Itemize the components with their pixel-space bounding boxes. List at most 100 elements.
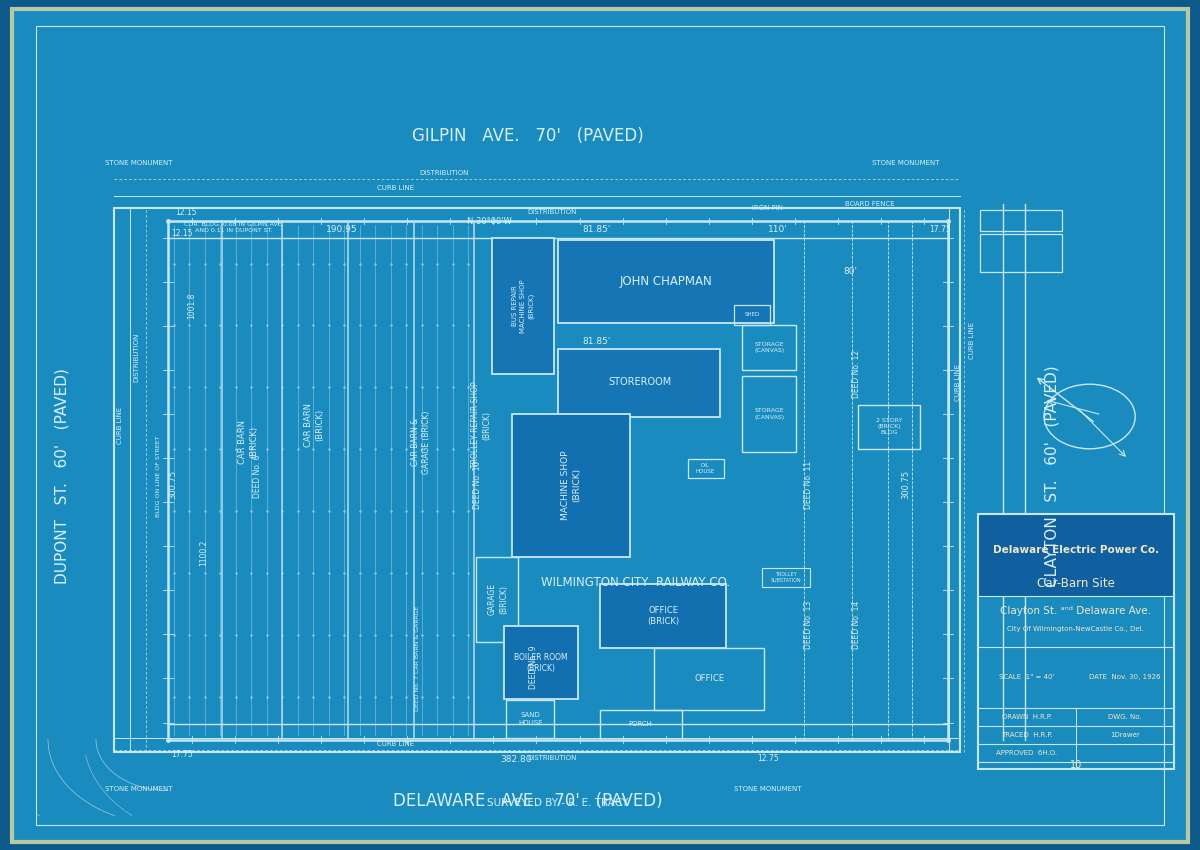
Text: STONE MONUMENT: STONE MONUMENT — [872, 160, 940, 167]
Bar — [558, 348, 720, 416]
Text: 1Drawer: 1Drawer — [1110, 732, 1140, 738]
Text: WILMINGTON CITY  RAILWAY CO.: WILMINGTON CITY RAILWAY CO. — [541, 575, 731, 589]
Text: City Of Wilmington-NewCastle Co., Del.: City Of Wilmington-NewCastle Co., Del. — [1007, 626, 1145, 632]
Text: DISTRIBUTION: DISTRIBUTION — [527, 209, 577, 216]
Bar — [980, 234, 1062, 272]
Text: Clayton St. ᵃⁿᵈ Delaware Ave.: Clayton St. ᵃⁿᵈ Delaware Ave. — [1001, 606, 1151, 616]
Text: COR. BLDG. 0.08 IN GILPIN AVE.
AND 0.11 IN DUPONT ST.: COR. BLDG. 0.08 IN GILPIN AVE. AND 0.11 … — [184, 222, 284, 234]
Text: TRACED  H.R.P.: TRACED H.R.P. — [1001, 732, 1052, 738]
Text: BUS REPAIR
MACHINE SHOP
(BRICK): BUS REPAIR MACHINE SHOP (BRICK) — [512, 279, 534, 333]
Bar — [506, 700, 554, 738]
Text: CAR BARN
(BRICK): CAR BARN (BRICK) — [239, 420, 258, 464]
Text: DATE  Nov. 30, 1926: DATE Nov. 30, 1926 — [1088, 674, 1160, 681]
Text: IRON PIN: IRON PIN — [752, 205, 784, 212]
Bar — [114, 208, 960, 752]
Text: DEED No. 6: DEED No. 6 — [253, 454, 263, 498]
Text: 382.80: 382.80 — [500, 755, 532, 763]
Bar — [476, 557, 518, 642]
Text: DISTRIBUTION: DISTRIBUTION — [419, 169, 469, 176]
Text: OFFICE
(BRICK): OFFICE (BRICK) — [648, 606, 679, 626]
Text: STORAGE
(CANVAS): STORAGE (CANVAS) — [754, 408, 785, 420]
Text: APPROVED  6H.O.: APPROVED 6H.O. — [996, 750, 1057, 756]
Text: DELAWARE   AVE.   70'   (PAVED): DELAWARE AVE. 70' (PAVED) — [394, 791, 662, 810]
Bar — [742, 325, 796, 370]
Text: TROLLEY
SUBSTATION: TROLLEY SUBSTATION — [770, 571, 802, 583]
Text: 190.95: 190.95 — [326, 225, 358, 234]
Text: DISTRIBUTION: DISTRIBUTION — [134, 332, 140, 382]
Bar — [492, 238, 554, 374]
Text: 12.15: 12.15 — [175, 208, 197, 217]
Text: CURB LINE: CURB LINE — [118, 406, 124, 444]
Text: DEED No. 10: DEED No. 10 — [473, 461, 482, 508]
Text: CAR BARN
(BRICK): CAR BARN (BRICK) — [305, 403, 324, 447]
Bar — [600, 710, 682, 740]
Text: 12.75: 12.75 — [757, 754, 779, 762]
Text: SCALE  1" = 40': SCALE 1" = 40' — [1000, 674, 1055, 681]
Text: DEED No. 7 CAR BARN & GARAGE: DEED No. 7 CAR BARN & GARAGE — [415, 606, 420, 711]
Text: STORAGE
(CANVAS): STORAGE (CANVAS) — [754, 342, 785, 354]
Text: DEED No. 14: DEED No. 14 — [852, 601, 862, 649]
Bar — [504, 626, 578, 699]
Text: TROLLEY REPAIR SHOP
(BRICK): TROLLEY REPAIR SHOP (BRICK) — [472, 382, 491, 468]
Text: DUPONT   ST.   60'   (PAVED): DUPONT ST. 60' (PAVED) — [55, 368, 70, 584]
Text: STONE MONUMENT: STONE MONUMENT — [106, 785, 173, 792]
Text: DEED No. 11: DEED No. 11 — [804, 461, 814, 508]
Text: CURB LINE: CURB LINE — [955, 364, 961, 401]
Bar — [734, 305, 770, 325]
Bar — [978, 514, 1174, 769]
Bar — [980, 210, 1062, 231]
Text: 80': 80' — [844, 268, 858, 276]
Text: 81.85': 81.85' — [582, 225, 611, 234]
Bar — [688, 459, 724, 478]
Text: DRAWN  H.R.P.: DRAWN H.R.P. — [1002, 714, 1052, 720]
Text: 17.75: 17.75 — [172, 751, 193, 759]
Text: 110': 110' — [768, 225, 787, 234]
Text: GARAGE
(BRICK): GARAGE (BRICK) — [488, 583, 508, 615]
Bar — [762, 568, 810, 586]
Text: BOARD FENCE: BOARD FENCE — [845, 201, 895, 207]
Text: STONE MONUMENT: STONE MONUMENT — [106, 160, 173, 167]
Bar — [558, 240, 774, 323]
Text: N 30°00'W: N 30°00'W — [467, 217, 512, 225]
Text: PORCH: PORCH — [629, 721, 653, 728]
Text: CAR BARN &
GARAGE (BRICK): CAR BARN & GARAGE (BRICK) — [412, 411, 431, 473]
Text: Car-Barn Site: Car-Barn Site — [1037, 576, 1115, 590]
Text: DISTRIBUTION: DISTRIBUTION — [527, 755, 577, 762]
Bar — [742, 376, 796, 452]
Text: JOHN CHAPMAN: JOHN CHAPMAN — [619, 275, 713, 288]
Text: Delaware Electric Power Co.: Delaware Electric Power Co. — [992, 545, 1159, 555]
Text: SURVEYED BY - R. E. TRACY: SURVEYED BY - R. E. TRACY — [487, 798, 629, 808]
Text: DEED No. 12: DEED No. 12 — [852, 350, 862, 398]
Bar — [512, 414, 630, 557]
Text: 81.85': 81.85' — [582, 337, 611, 346]
Text: OIL
HOUSE: OIL HOUSE — [696, 462, 715, 474]
Text: CURB LINE: CURB LINE — [378, 184, 414, 191]
Text: BLDG ON LINE OF STREET: BLDG ON LINE OF STREET — [156, 435, 161, 517]
Text: DWG. No.: DWG. No. — [1108, 714, 1141, 720]
Text: CLAYTON   ST.   60'   (PAVED): CLAYTON ST. 60' (PAVED) — [1045, 366, 1060, 586]
Text: 300.75: 300.75 — [901, 470, 911, 499]
Bar — [654, 648, 764, 710]
Bar — [168, 221, 948, 740]
Text: 17.75: 17.75 — [929, 225, 950, 234]
Text: 12.15: 12.15 — [172, 230, 193, 238]
Text: CURB LINE: CURB LINE — [970, 321, 976, 359]
Bar — [858, 405, 920, 449]
Text: MACHINE SHOP
(BRICK): MACHINE SHOP (BRICK) — [562, 450, 581, 520]
Text: SHED: SHED — [745, 312, 760, 317]
Bar — [978, 514, 1174, 596]
Text: 1100.2: 1100.2 — [199, 539, 209, 566]
Text: SAND
HOUSE: SAND HOUSE — [518, 712, 542, 726]
Text: 10: 10 — [1069, 761, 1082, 770]
Text: CURB LINE: CURB LINE — [378, 740, 414, 747]
Text: STONE MONUMENT: STONE MONUMENT — [734, 785, 802, 792]
Text: 1001.8: 1001.8 — [187, 292, 197, 320]
Text: DEED No. 9: DEED No. 9 — [529, 645, 539, 689]
Text: 2 STORY
(BRICK)
BLDG: 2 STORY (BRICK) BLDG — [876, 418, 902, 435]
Text: DEED No. 13: DEED No. 13 — [804, 601, 814, 649]
Text: STOREROOM: STOREROOM — [608, 377, 671, 388]
Text: 300.75: 300.75 — [168, 470, 178, 499]
Bar — [600, 584, 726, 648]
Text: GILPIN   AVE.   70'   (PAVED): GILPIN AVE. 70' (PAVED) — [412, 127, 644, 145]
Text: OFFICE: OFFICE — [694, 674, 725, 683]
